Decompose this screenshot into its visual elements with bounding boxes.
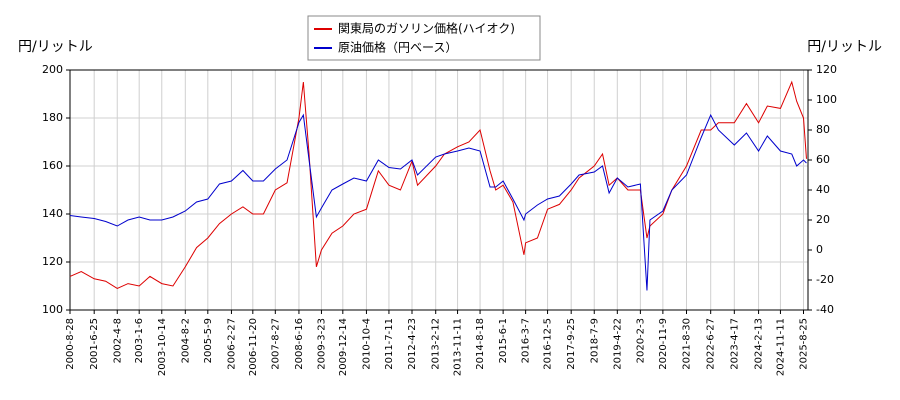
legend: 関東局のガソリン価格(ハイオク) 原油価格（円ベース） (307, 15, 541, 61)
x-tick-label: 2006-2-27 (226, 318, 237, 370)
y-tick-label: 200 (42, 63, 63, 76)
y-tick-label: 180 (42, 111, 63, 124)
y-tick-label: 100 (42, 303, 63, 316)
plot-frame (69, 69, 809, 311)
y-tick-label: 120 (42, 255, 63, 268)
y2-tick-label: 60 (816, 153, 830, 166)
x-tick-label: 2012-4-23 (407, 318, 418, 370)
y2-tick-label: 0 (816, 243, 823, 256)
x-tick-label: 2016-3-7 (521, 318, 532, 363)
data-line (69, 113, 807, 291)
x-tick-label: 2001-6-25 (89, 318, 100, 370)
x-tick-label: 2024-2-13 (754, 318, 765, 370)
y-tick-label: 160 (42, 159, 63, 172)
y2-tick-label: -20 (816, 273, 834, 286)
x-tick-label: 2003-10-14 (157, 318, 168, 376)
x-tick-label: 2020-11-9 (658, 318, 669, 370)
x-tick-label: 2013-2-12 (431, 318, 442, 370)
x-tick-label: 2008-6-16 (294, 318, 305, 370)
y2-tick-label: -40 (816, 303, 834, 316)
x-tick-label: 2006-11-20 (248, 318, 259, 376)
x-tick-label: 2015-6-1 (498, 318, 509, 363)
x-tick-label: 2009-12-14 (338, 318, 349, 376)
y2-tick-label: 120 (816, 63, 837, 76)
x-tick-label: 2025-8-25 (799, 318, 810, 370)
x-tick-label: 2011-7-11 (384, 318, 395, 370)
x-tick-label: 2009-3-23 (316, 318, 327, 370)
x-tick-label: 2000-8-28 (65, 318, 76, 370)
x-tick-label: 2021-8-30 (682, 318, 693, 370)
x-tick-label: 2004-8-2 (180, 318, 191, 363)
x-tick-label: 2024-11-11 (775, 318, 786, 376)
x-tick-label: 2022-6-27 (706, 318, 717, 370)
y-tick-label: 140 (42, 207, 63, 220)
x-tick-label: 2020-2-3 (635, 318, 646, 363)
x-tick-label: 2007-8-27 (270, 318, 281, 370)
legend-label: 原油価格（円ベース） (338, 40, 457, 55)
y2-tick-label: 80 (816, 123, 830, 136)
x-tick-label: 2018-7-9 (589, 318, 600, 363)
x-tick-label: 2014-8-18 (475, 318, 486, 370)
x-tick-label: 2013-11-11 (453, 318, 464, 376)
x-tick-label: 2005-5-9 (203, 318, 214, 363)
legend-label: 関東局のガソリン価格(ハイオク) (338, 21, 515, 36)
x-tick-label: 2016-12-5 (543, 318, 554, 370)
data-line (69, 80, 807, 289)
y2-tick-label: 100 (816, 93, 837, 106)
x-tick-label: 2017-9-25 (566, 318, 577, 370)
x-tick-label: 2023-4-17 (729, 318, 740, 370)
y2-axis-label: 円/リットル (807, 39, 882, 55)
x-tick-label: 2003-1-6 (134, 318, 145, 363)
y2-tick-label: 20 (816, 213, 830, 226)
x-tick-label: 2019-4-22 (612, 318, 623, 370)
y2-tick-label: 40 (816, 183, 830, 196)
x-tick-label: 2010-10-4 (361, 318, 372, 370)
x-tick-label: 2002-4-8 (112, 318, 123, 363)
legend-box (307, 15, 541, 61)
y-axis-label: 円/リットル (18, 39, 93, 55)
